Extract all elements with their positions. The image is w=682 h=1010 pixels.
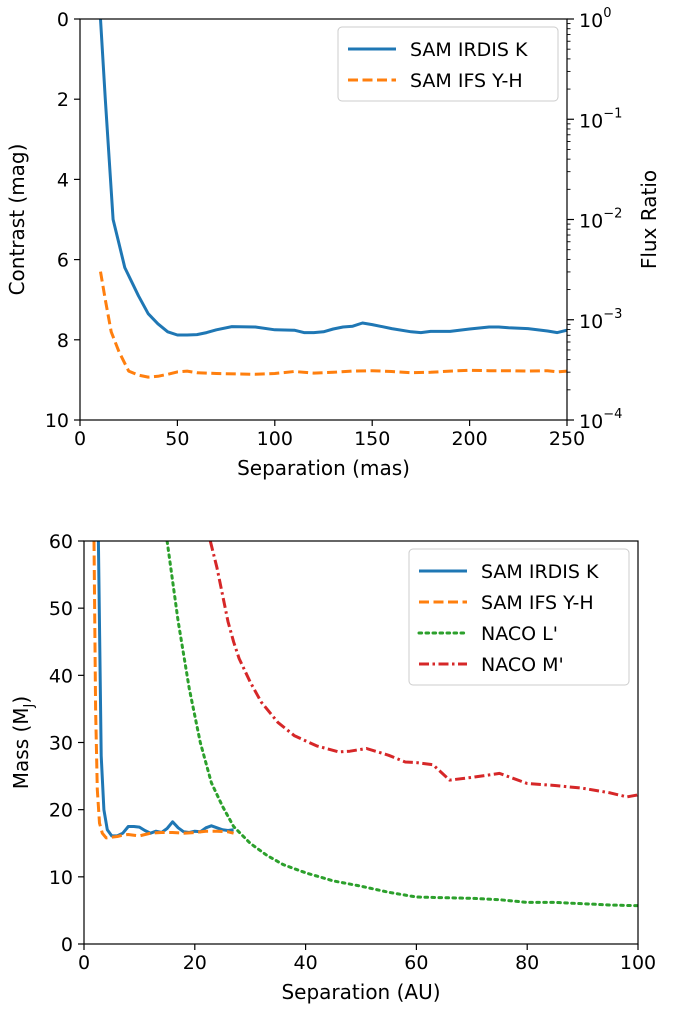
mass-series-sam-ifs-y-h <box>92 541 234 840</box>
flux-ratio-tick-exponent: −1 <box>603 106 622 121</box>
flux-ratio-tick-exponent: −4 <box>603 407 622 422</box>
mass-x-tick-label: 100 <box>620 952 656 974</box>
contrast-x-tick-label: 250 <box>549 428 585 450</box>
flux-ratio-tick-label: 10−2 <box>579 207 622 233</box>
flux-ratio-tick-base: 10 <box>579 211 603 233</box>
contrast-y-tick-label: 0 <box>57 9 69 31</box>
flux-ratio-tick-exponent: 0 <box>603 6 611 21</box>
contrast-y-tick-label: 6 <box>57 250 69 272</box>
flux-ratio-tick-exponent: −2 <box>603 207 622 222</box>
flux-ratio-tick-label: 10−1 <box>579 106 622 132</box>
flux-ratio-tick-base: 10 <box>579 311 603 333</box>
mass-y-tick-label: 20 <box>49 800 73 822</box>
mass-x-tick-label: 60 <box>404 952 428 974</box>
contrast-series-sam-irdis-k <box>99 19 567 337</box>
mass-legend-box <box>408 548 630 686</box>
contrast-legend-label-sam-irdis-k: SAM IRDIS K <box>410 39 528 61</box>
contrast-legend: SAM IRDIS K SAM IFS Y-H <box>337 26 559 102</box>
mass-x-axis-label: Separation (AU) <box>281 980 440 1004</box>
flux-ratio-tick-base: 10 <box>579 10 603 32</box>
mass-y-tick-label: 0 <box>61 934 73 956</box>
flux-ratio-axis-label: Flux Ratio <box>637 170 661 269</box>
mass-legend-label-sam-irdis-k: SAM IRDIS K <box>481 561 599 583</box>
contrast-x-axis-label: Separation (mas) <box>237 456 410 480</box>
mass-y-axis-label-close: ) <box>9 696 33 704</box>
contrast-y-tick-label: 8 <box>57 330 69 352</box>
flux-ratio-tick-label: 100 <box>579 6 611 32</box>
mass-x-tick-label: 20 <box>183 952 207 974</box>
contrast-series-group <box>99 19 567 379</box>
contrast-x-tick-label: 0 <box>74 428 86 450</box>
contrast-legend-label-sam-ifs-y-h: SAM IFS Y-H <box>410 70 523 92</box>
mass-series-group <box>92 541 638 908</box>
mass-y-tick-label: 60 <box>49 531 73 553</box>
mass-series-sam-irdis-k <box>96 541 234 838</box>
flux-ratio-tick-label: 10−3 <box>579 307 622 333</box>
mass-y-axis-label-main: Mass (M <box>9 707 33 789</box>
contrast-chart: 0 50 100 150 200 250024681010010−110−210−310−… <box>5 6 661 480</box>
contrast-series-sam-ifs-y-h <box>99 271 567 379</box>
contrast-ticks: 0 50 100 150 200 250024681010010−110−210−310−… <box>45 6 623 450</box>
contrast-legend-box <box>337 26 559 102</box>
mass-series-naco-l <box>165 541 638 908</box>
mass-legend-label-naco-l: NACO L' <box>481 623 558 645</box>
mass-legend-label-sam-ifs-y-h: SAM IFS Y-H <box>481 592 594 614</box>
mass-x-tick-label: 80 <box>515 952 539 974</box>
contrast-y-tick-label: 10 <box>45 410 69 432</box>
mass-y-axis-label-subscript: J <box>22 704 37 709</box>
mass-ticks: 0 20 40 60 80 100 0 10 20 30 40 50 60 <box>49 531 656 974</box>
mass-legend: SAM IRDIS K SAM IFS Y-H NACO L' NACO M' <box>408 548 630 686</box>
mass-y-tick-label: 10 <box>49 867 73 889</box>
mass-series-naco-m <box>208 541 638 799</box>
flux-ratio-tick-label: 10−4 <box>579 407 622 433</box>
flux-ratio-tick-base: 10 <box>579 110 603 132</box>
mass-chart: 0 20 40 60 80 100 0 10 20 30 40 50 60 Separation (AU… <box>9 531 656 1004</box>
flux-ratio-tick-base: 10 <box>579 411 603 433</box>
contrast-y-tick-label: 4 <box>57 169 69 191</box>
contrast-x-tick-label: 150 <box>354 428 390 450</box>
contrast-x-tick-label: 200 <box>451 428 487 450</box>
mass-y-tick-label: 50 <box>49 598 73 620</box>
mass-y-tick-label: 40 <box>49 665 73 687</box>
mass-x-tick-label: 0 <box>78 952 90 974</box>
contrast-x-tick-label: 100 <box>257 428 293 450</box>
mass-x-tick-label: 40 <box>294 952 318 974</box>
mass-y-axis-label: Mass (MJ) <box>9 696 37 789</box>
flux-ratio-tick-exponent: −3 <box>603 307 622 322</box>
mass-y-tick-label: 30 <box>49 733 73 755</box>
contrast-y-tick-label: 2 <box>57 89 69 111</box>
contrast-y-axis-label: Contrast (mag) <box>5 144 29 296</box>
contrast-x-tick-label: 50 <box>165 428 189 450</box>
mass-legend-label-naco-m: NACO M' <box>481 654 564 676</box>
